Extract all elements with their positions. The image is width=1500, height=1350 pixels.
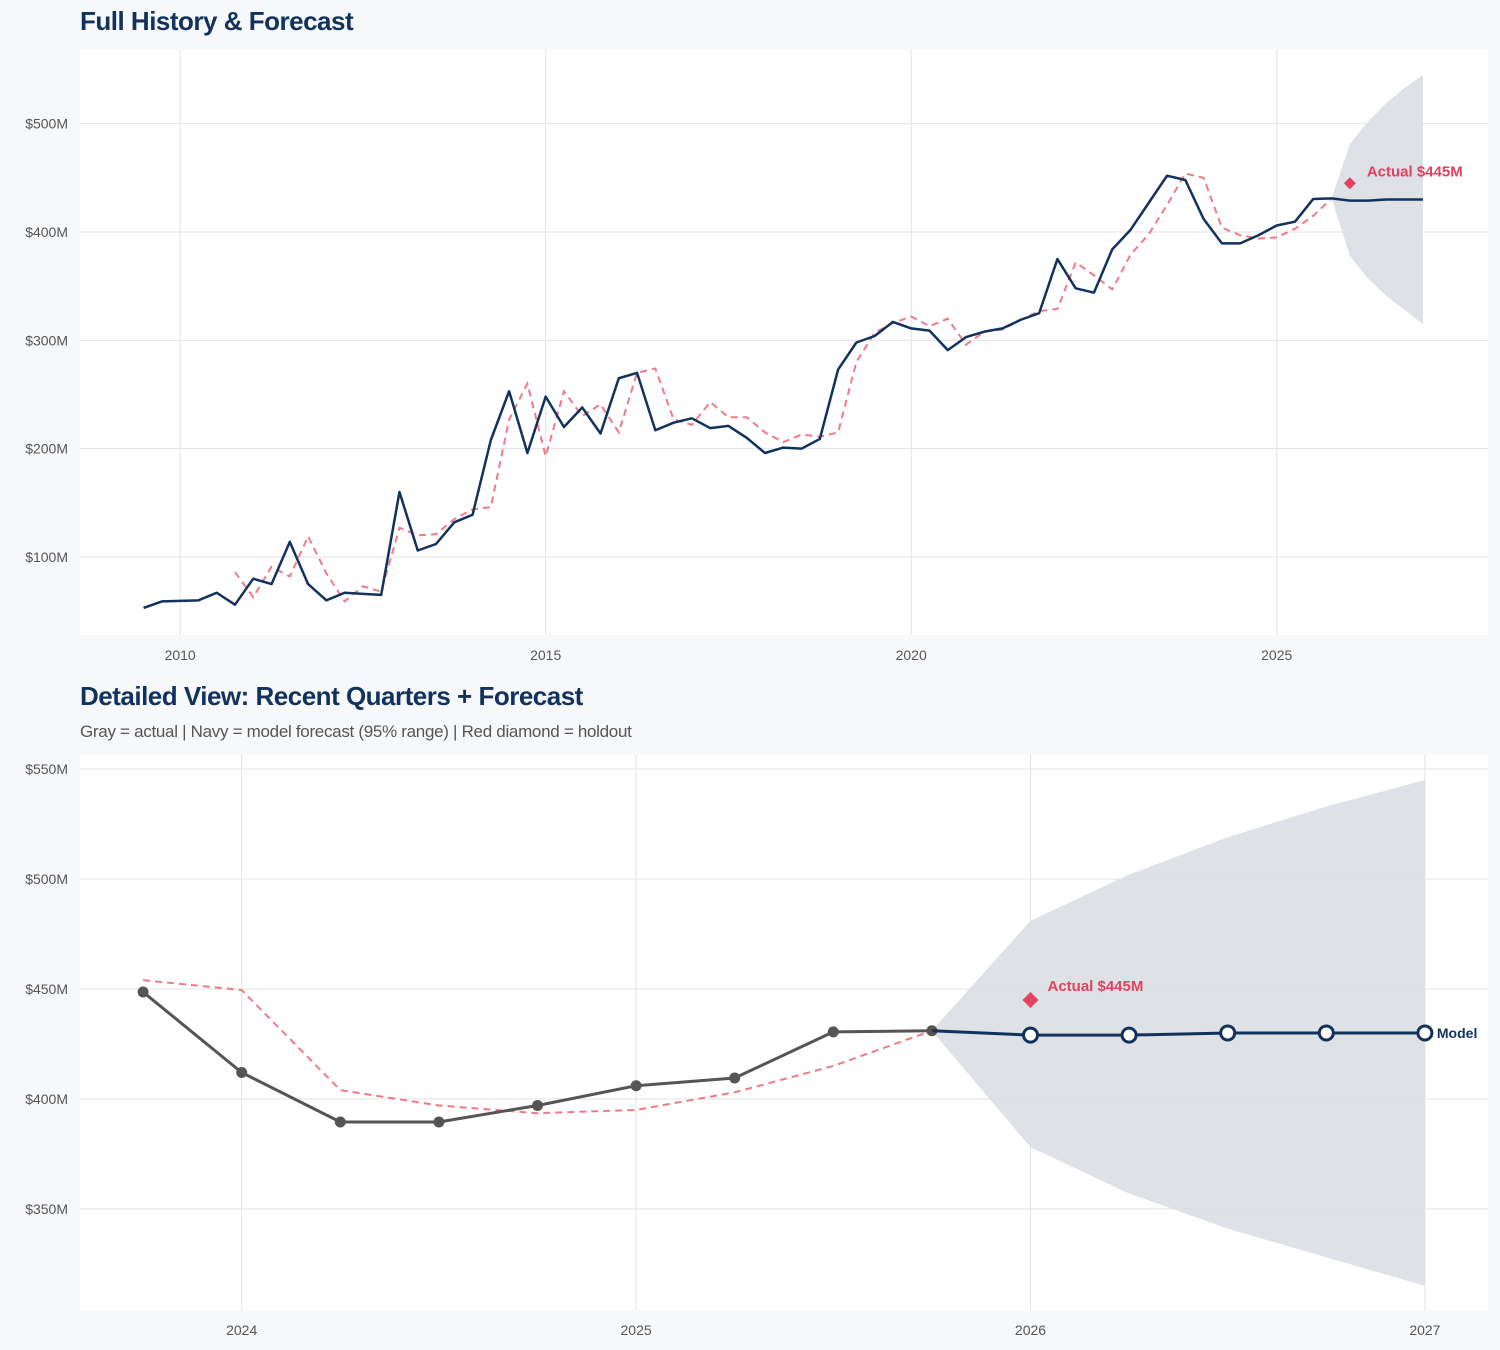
actual-point <box>236 1067 248 1079</box>
actual-point <box>433 1116 445 1128</box>
forecast-point <box>1120 1026 1138 1044</box>
x-tick-label: 2026 <box>1015 1322 1046 1338</box>
dashed-series-line <box>234 172 1333 603</box>
y-tick-label: $500M <box>25 116 68 132</box>
forecast-point <box>1416 1024 1434 1042</box>
holdout-diamond <box>1022 991 1039 1008</box>
x-tick-label: 2025 <box>1261 647 1292 663</box>
y-tick-label: $350M <box>25 1201 68 1217</box>
y-tick-label: $550M <box>25 761 68 777</box>
forecast-line <box>1331 197 1423 202</box>
forecast-line <box>931 1029 1425 1037</box>
y-tick-label: $400M <box>25 224 68 240</box>
actual-point <box>630 1080 642 1092</box>
forecast-point <box>1317 1024 1335 1042</box>
model-end-label: Model <box>1437 1025 1477 1041</box>
chart-full-history: $100M $200M $300M $400M $500M 2010 2015 2020 202… <box>25 50 1488 663</box>
holdout-label: Actual $445M <box>1367 163 1463 180</box>
y-tick-label: $200M <box>25 441 68 457</box>
y-tick-label: $500M <box>25 871 68 887</box>
x-tick-label: 2020 <box>896 647 927 663</box>
holdout-label: Actual $445M <box>1047 978 1143 995</box>
chart-detailed-view: $350M $400M $450M $500M $550M 2024 2025 2026 202… <box>25 755 1488 1338</box>
x-tick-label: 2015 <box>530 647 561 663</box>
x-tick-label: 2027 <box>1409 1322 1440 1338</box>
actual-point <box>729 1072 741 1084</box>
actual-point <box>827 1026 839 1038</box>
x-tick-label: 2010 <box>165 647 196 663</box>
chart-title-detailed-view: Detailed View: Recent Quarters + Forecas… <box>80 681 583 711</box>
actual-point <box>334 1116 346 1128</box>
holdout-diamond <box>1343 177 1356 190</box>
chart-title-full-history: Full History & Forecast <box>80 6 354 36</box>
y-tick-label: $400M <box>25 1091 68 1107</box>
actual-point <box>532 1100 544 1112</box>
y-tick-label: $300M <box>25 332 68 348</box>
forecast-point <box>1219 1024 1237 1042</box>
plot-area <box>80 50 1488 635</box>
x-tick-label: 2025 <box>621 1322 652 1338</box>
dashed-series-line <box>143 979 933 1115</box>
forecast-point <box>1021 1026 1039 1044</box>
chart-subtitle-legend: Gray = actual | Navy = model forecast (9… <box>80 722 632 741</box>
actual-series-line <box>143 174 1332 610</box>
y-tick-label: $100M <box>25 549 68 565</box>
y-tick-label: $450M <box>25 981 68 997</box>
actual-point <box>137 986 149 998</box>
x-tick-label: 2024 <box>226 1322 257 1338</box>
